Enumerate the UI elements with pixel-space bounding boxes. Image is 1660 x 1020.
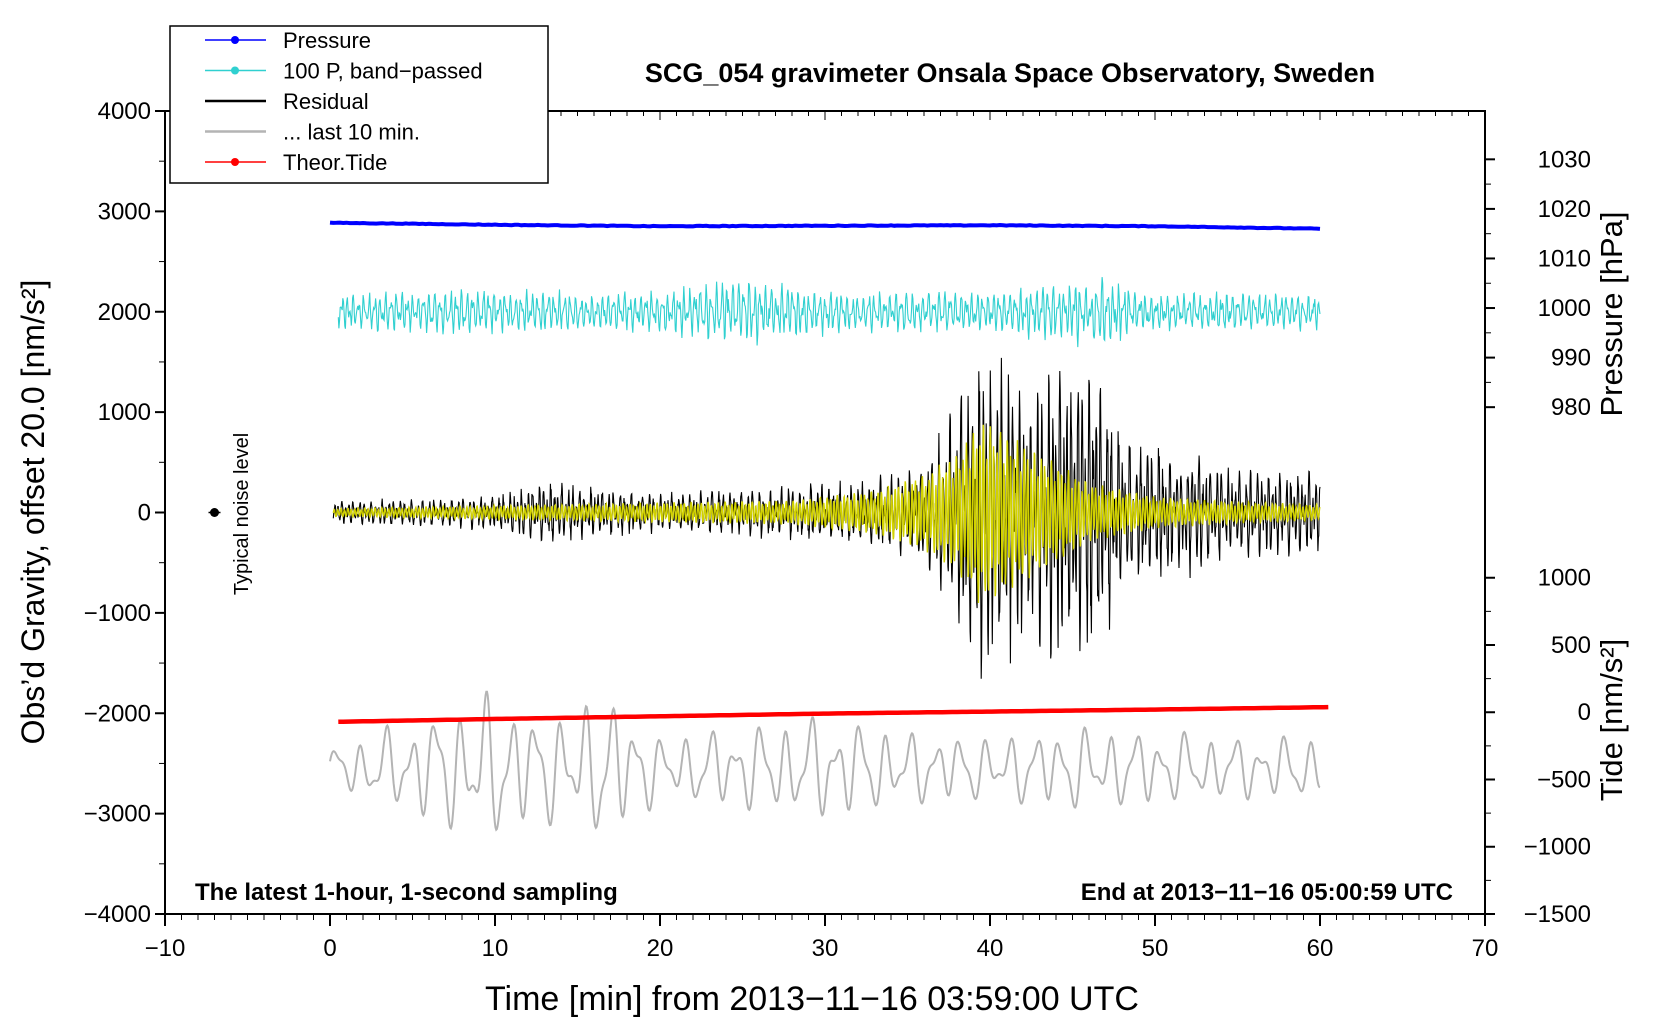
- noise-level-label: Typical noise level: [231, 433, 253, 595]
- y-tick-label: 3000: [98, 198, 151, 225]
- tide-tick-label: 0: [1578, 699, 1591, 726]
- pressure-line: [329, 220, 1321, 231]
- chart-title: SCG_054 gravimeter Onsala Space Observat…: [645, 58, 1375, 88]
- y-tick-label: −2000: [84, 700, 151, 727]
- y-tick-label: 2000: [98, 299, 151, 326]
- end-time-note: End at 2013−11−16 05:00:59 UTC: [1081, 879, 1453, 906]
- pressure-tick-label: 980: [1551, 394, 1591, 421]
- tide-tick-label: −500: [1537, 766, 1591, 793]
- y-tick-label: 4000: [98, 98, 151, 125]
- x-axis-label: Time [min] from 2013−11−16 03:59:00 UTC: [485, 980, 1139, 1018]
- legend-label: 100 P, band−passed: [283, 59, 483, 84]
- x-tick-label: 20: [647, 935, 674, 962]
- legend-label: Theor.Tide: [283, 150, 387, 175]
- x-tick-label: 0: [323, 935, 336, 962]
- y-axis-label-pressure: Pressure [hPa]: [1594, 211, 1629, 416]
- legend-label: Residual: [283, 89, 369, 114]
- tide-tick-label: 500: [1551, 632, 1591, 659]
- y-axis-label-left: Obs’d Gravity, offset 20.0 [nm/s²]: [15, 280, 51, 745]
- sampling-note: The latest 1-hour, 1-second sampling: [195, 879, 618, 906]
- y-axis-label-tide: Tide [nm/s²]: [1594, 639, 1629, 802]
- x-tick-label: 70: [1472, 935, 1499, 962]
- theoretical-tide-line: [338, 704, 1329, 725]
- pressure-tick-label: 1020: [1538, 196, 1591, 223]
- noise-marker: [208, 508, 221, 517]
- x-tick-label: 10: [482, 935, 509, 962]
- pressure-tick-label: 990: [1551, 345, 1591, 372]
- pressure-tick-label: 1010: [1538, 245, 1591, 272]
- noise-dot: [210, 508, 219, 517]
- legend-marker: [231, 158, 239, 166]
- data-series: [329, 220, 1329, 832]
- y-tick-label: −3000: [84, 801, 151, 828]
- tide-tick-label: −1500: [1524, 901, 1591, 928]
- y-tick-label: 1000: [98, 399, 151, 426]
- legend-label: Pressure: [283, 28, 371, 53]
- legend-marker: [231, 36, 239, 44]
- axis-ticks: −10 0 10 20 30 40 50 60 7040003000200010000−1000…: [84, 98, 1591, 962]
- y-tick-label: −1000: [84, 600, 151, 627]
- legend-label: ... last 10 min.: [283, 120, 420, 145]
- x-tick-label: 30: [812, 935, 839, 962]
- band-passed-pressure-line: [337, 277, 1321, 348]
- x-tick-label: 60: [1307, 935, 1334, 962]
- legend: Pressure 100 P, band−passed Residual ... la…: [169, 25, 549, 184]
- pressure-tick-label: 1030: [1538, 146, 1591, 173]
- tide-tick-label: 1000: [1538, 565, 1591, 592]
- legend-box: [169, 25, 549, 184]
- residual-bandpassed-line: [332, 424, 1321, 604]
- x-tick-label: 40: [977, 935, 1004, 962]
- pressure-tick-label: 1000: [1538, 295, 1591, 322]
- y-tick-label: 0: [138, 500, 151, 527]
- x-tick-label: 50: [1142, 935, 1169, 962]
- last-10-min-line: [329, 690, 1321, 832]
- legend-marker: [231, 66, 239, 75]
- y-tick-label: −4000: [84, 901, 151, 928]
- x-tick-label: −10: [145, 935, 186, 962]
- tide-tick-label: −1000: [1524, 834, 1591, 861]
